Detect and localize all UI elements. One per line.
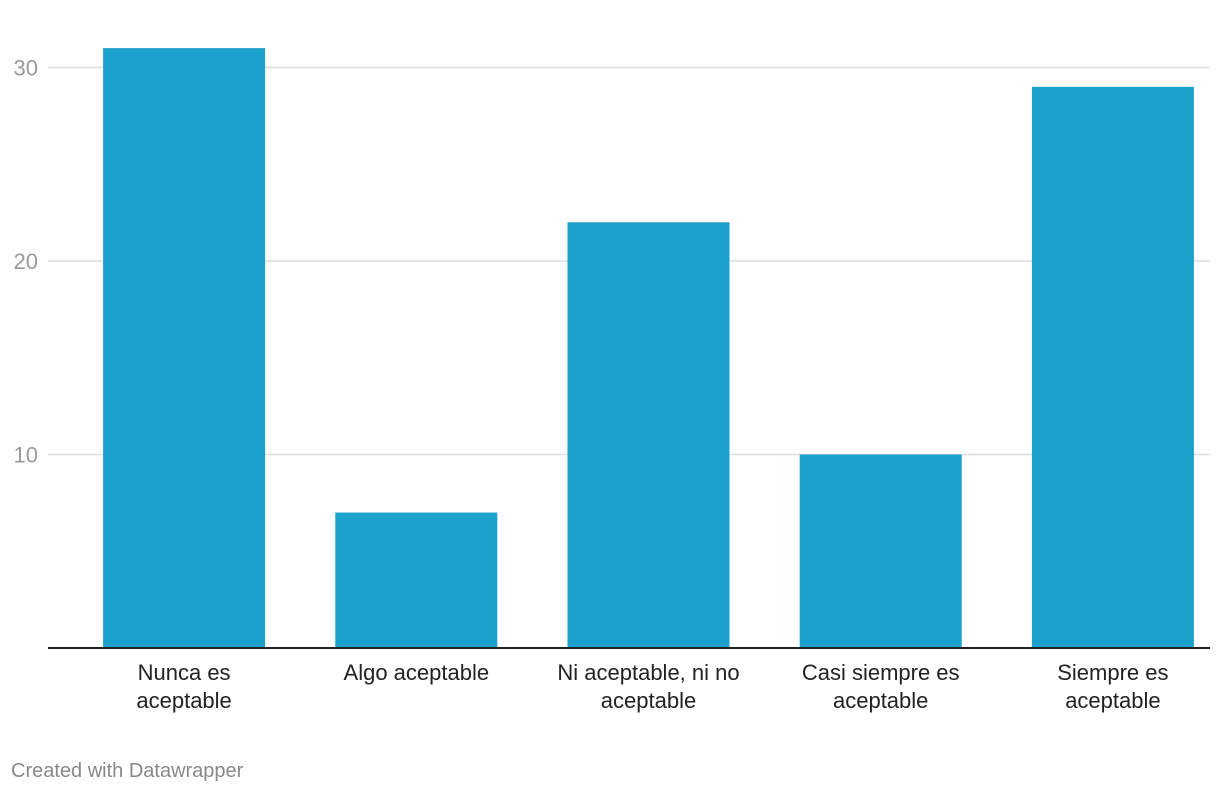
y-axis-tick-labels: 10 20 30	[14, 56, 38, 468]
x-category-label: Casi siempre es aceptable	[802, 660, 960, 713]
x-category-label: Algo aceptable	[344, 660, 490, 685]
bar	[335, 512, 498, 648]
x-axis-category-labels: Nunca es aceptable Algo aceptable Ni acepta…	[136, 660, 1168, 713]
credit-text: Created with Datawrapper	[11, 760, 244, 782]
x-category-label-line: Algo aceptable	[344, 660, 490, 685]
x-category-label-line: aceptable	[136, 688, 231, 713]
bar	[799, 454, 962, 648]
x-category-label: Nunca es aceptable	[136, 660, 231, 713]
x-category-label-line: aceptable	[601, 688, 696, 713]
x-category-label-line: aceptable	[833, 688, 928, 713]
x-category-label: Siempre es aceptable	[1057, 660, 1168, 713]
x-category-label-line: Nunca es	[138, 660, 231, 685]
x-category-label-line: aceptable	[1065, 688, 1160, 713]
x-category-label-line: Ni aceptable, ni no	[557, 660, 739, 685]
bar	[1031, 86, 1194, 649]
x-category-label-line: Siempre es	[1057, 660, 1168, 685]
y-tick-label: 10	[14, 443, 38, 468]
bars	[103, 48, 1194, 649]
y-tick-label: 20	[14, 249, 38, 274]
x-category-label-line: Casi siempre es	[802, 660, 960, 685]
bar	[103, 48, 266, 648]
x-category-label: Ni aceptable, ni no aceptable	[557, 660, 739, 713]
y-tick-label: 30	[14, 56, 38, 81]
bar	[567, 222, 730, 649]
